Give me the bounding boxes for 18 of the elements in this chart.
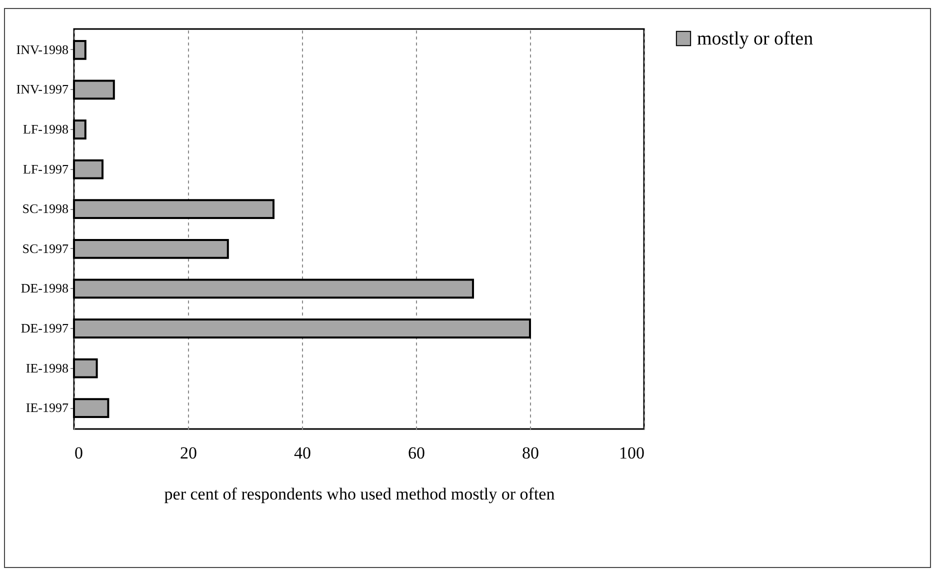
x-tick-label: 0 — [74, 444, 83, 462]
y-tick-label: DE-1998 — [20, 280, 68, 296]
y-tick-label: INV-1997 — [16, 82, 69, 97]
x-tick-label: 60 — [408, 444, 425, 462]
y-tick-label: IE-1998 — [26, 360, 68, 376]
x-tick-label: 100 — [619, 444, 644, 462]
x-tick-label: 20 — [180, 444, 197, 462]
y-tick-label: SC-1997 — [22, 240, 69, 256]
y-tick-label: DE-1997 — [20, 320, 69, 336]
y-tick-label: LF-1998 — [23, 122, 68, 136]
y-tick-label: IE-1997 — [26, 400, 69, 416]
x-tick-label: 40 — [294, 444, 311, 462]
legend-label: mostly or often — [697, 28, 814, 50]
x-tick-label: 80 — [522, 444, 539, 462]
x-axis-title: per cent of respondents who used method mostly or often — [164, 484, 556, 504]
y-tick-label: SC-1998 — [22, 201, 68, 216]
y-tick-label: INV-1998 — [16, 42, 68, 57]
y-tick-label: LF-1997 — [23, 161, 69, 176]
